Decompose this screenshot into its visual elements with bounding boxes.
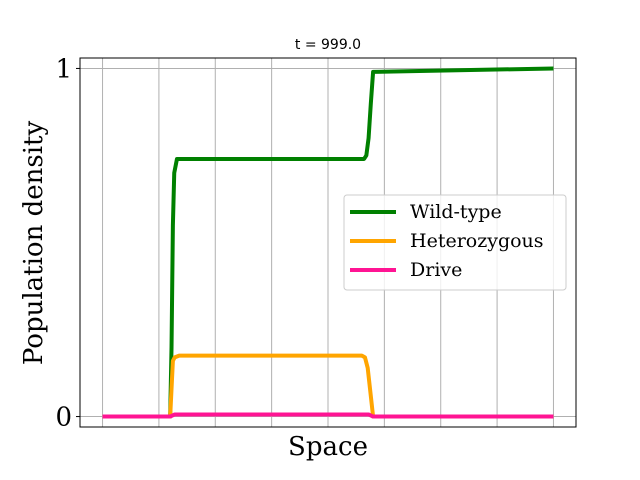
series-line-heterozygous xyxy=(102,353,554,419)
y-axis-label: Population density xyxy=(19,121,49,366)
chart-title: t = 999.0 xyxy=(295,37,361,53)
legend: Wild-type Heterozygous Drive xyxy=(343,194,567,291)
y-tick-label: 1 xyxy=(55,54,72,84)
legend-label: Heterozygous xyxy=(410,230,544,252)
legend-entries: Wild-type Heterozygous Drive xyxy=(350,201,544,281)
legend-box xyxy=(343,194,567,291)
plot-area-frame xyxy=(79,57,577,428)
series-lines xyxy=(102,66,554,419)
series-line-wild-type xyxy=(102,66,554,419)
y-ticks: 01 xyxy=(55,54,80,433)
y-tick-label: 0 xyxy=(55,403,72,433)
x-axis-label: Space xyxy=(288,432,368,462)
legend-label: Drive xyxy=(410,259,462,281)
legend-label: Wild-type xyxy=(410,201,502,223)
series-line-drive xyxy=(102,412,554,419)
